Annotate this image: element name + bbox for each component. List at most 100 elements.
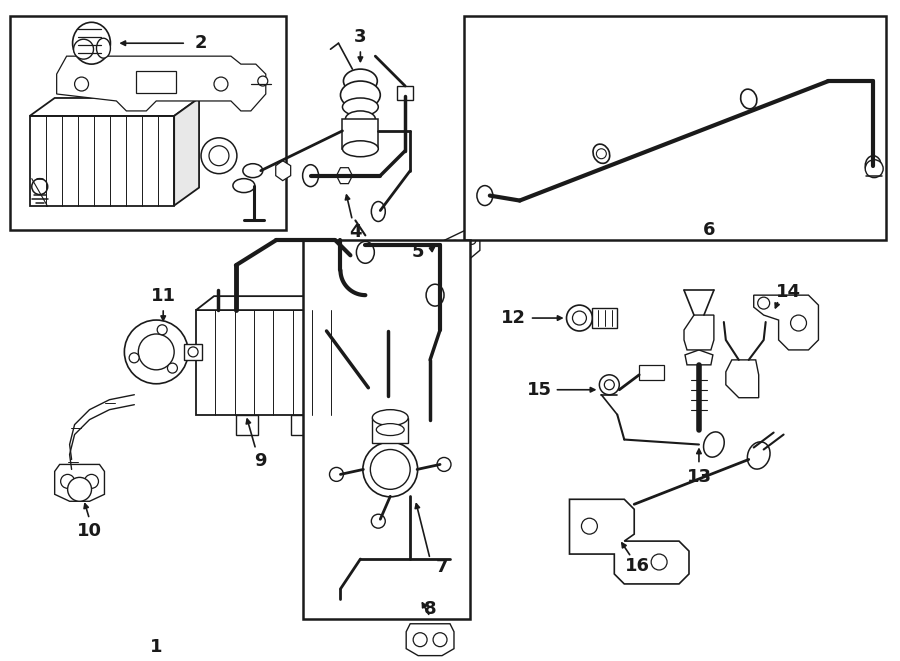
Circle shape bbox=[437, 457, 451, 471]
Ellipse shape bbox=[426, 284, 444, 306]
Ellipse shape bbox=[363, 442, 418, 497]
Ellipse shape bbox=[372, 202, 385, 221]
Circle shape bbox=[124, 320, 188, 384]
Circle shape bbox=[139, 334, 175, 370]
Bar bbox=[30, 116, 175, 206]
Circle shape bbox=[214, 77, 228, 91]
Bar bbox=[302, 241, 470, 619]
Circle shape bbox=[604, 380, 615, 390]
Polygon shape bbox=[725, 360, 759, 398]
Ellipse shape bbox=[370, 449, 410, 489]
Circle shape bbox=[413, 633, 428, 646]
Ellipse shape bbox=[302, 165, 319, 186]
Circle shape bbox=[758, 297, 770, 309]
Circle shape bbox=[209, 146, 229, 166]
Text: 16: 16 bbox=[625, 557, 650, 575]
Text: 3: 3 bbox=[354, 28, 366, 46]
Bar bbox=[464, 17, 886, 241]
Polygon shape bbox=[753, 295, 818, 350]
Ellipse shape bbox=[340, 81, 381, 109]
Circle shape bbox=[652, 554, 667, 570]
Circle shape bbox=[129, 353, 140, 363]
Polygon shape bbox=[440, 231, 480, 260]
Text: 12: 12 bbox=[501, 309, 526, 327]
Ellipse shape bbox=[704, 432, 725, 457]
Bar bbox=[397, 86, 413, 100]
Text: 8: 8 bbox=[424, 600, 436, 618]
Polygon shape bbox=[592, 308, 617, 328]
Text: 7: 7 bbox=[436, 558, 448, 576]
Ellipse shape bbox=[344, 69, 377, 93]
Bar bbox=[184, 344, 202, 360]
Ellipse shape bbox=[477, 186, 493, 206]
Bar bbox=[236, 414, 257, 434]
Circle shape bbox=[85, 475, 98, 488]
Circle shape bbox=[790, 315, 806, 331]
Ellipse shape bbox=[346, 111, 375, 127]
Circle shape bbox=[74, 39, 94, 59]
Ellipse shape bbox=[73, 22, 111, 64]
Polygon shape bbox=[175, 98, 199, 206]
Ellipse shape bbox=[593, 144, 609, 163]
Text: 2: 2 bbox=[194, 34, 207, 52]
Ellipse shape bbox=[96, 38, 111, 58]
Polygon shape bbox=[30, 98, 199, 116]
Polygon shape bbox=[57, 56, 266, 111]
Circle shape bbox=[75, 77, 88, 91]
Ellipse shape bbox=[865, 156, 881, 176]
Circle shape bbox=[597, 149, 607, 159]
Circle shape bbox=[68, 477, 92, 501]
Ellipse shape bbox=[343, 98, 378, 116]
Polygon shape bbox=[570, 499, 689, 584]
Ellipse shape bbox=[373, 410, 409, 426]
Circle shape bbox=[32, 178, 48, 194]
Circle shape bbox=[566, 305, 592, 331]
Circle shape bbox=[599, 375, 619, 395]
Circle shape bbox=[433, 633, 447, 646]
Text: 9: 9 bbox=[255, 452, 267, 471]
Polygon shape bbox=[350, 296, 368, 414]
Circle shape bbox=[60, 475, 75, 488]
Bar bbox=[10, 17, 285, 231]
Bar bbox=[373, 418, 409, 442]
Text: 10: 10 bbox=[77, 522, 102, 540]
Text: 1: 1 bbox=[150, 638, 163, 656]
Circle shape bbox=[158, 325, 167, 334]
Ellipse shape bbox=[343, 141, 378, 157]
Ellipse shape bbox=[376, 424, 404, 436]
Text: 11: 11 bbox=[150, 287, 176, 305]
Circle shape bbox=[581, 518, 598, 534]
Bar bbox=[343, 119, 378, 149]
Ellipse shape bbox=[741, 89, 757, 109]
Polygon shape bbox=[639, 365, 664, 380]
Polygon shape bbox=[406, 624, 454, 656]
Circle shape bbox=[449, 241, 461, 253]
Circle shape bbox=[372, 514, 385, 528]
Polygon shape bbox=[196, 296, 368, 310]
Circle shape bbox=[468, 237, 476, 245]
Circle shape bbox=[865, 160, 883, 178]
Circle shape bbox=[329, 467, 344, 481]
Bar bbox=[291, 414, 312, 434]
Polygon shape bbox=[685, 350, 713, 365]
Bar bbox=[136, 71, 176, 93]
Circle shape bbox=[167, 363, 177, 373]
Circle shape bbox=[188, 347, 198, 357]
Polygon shape bbox=[684, 315, 714, 350]
Text: 14: 14 bbox=[776, 283, 801, 301]
Circle shape bbox=[257, 76, 268, 86]
Polygon shape bbox=[55, 465, 104, 501]
Ellipse shape bbox=[243, 164, 263, 178]
Text: 13: 13 bbox=[687, 469, 711, 486]
Text: 15: 15 bbox=[527, 381, 552, 399]
Text: 6: 6 bbox=[703, 221, 716, 239]
Text: 4: 4 bbox=[349, 223, 362, 241]
Circle shape bbox=[572, 311, 587, 325]
Circle shape bbox=[201, 137, 237, 174]
Ellipse shape bbox=[233, 178, 255, 192]
Ellipse shape bbox=[747, 442, 770, 469]
Text: 5: 5 bbox=[412, 243, 425, 261]
Polygon shape bbox=[337, 168, 353, 184]
Polygon shape bbox=[275, 161, 291, 180]
Bar bbox=[196, 310, 350, 414]
